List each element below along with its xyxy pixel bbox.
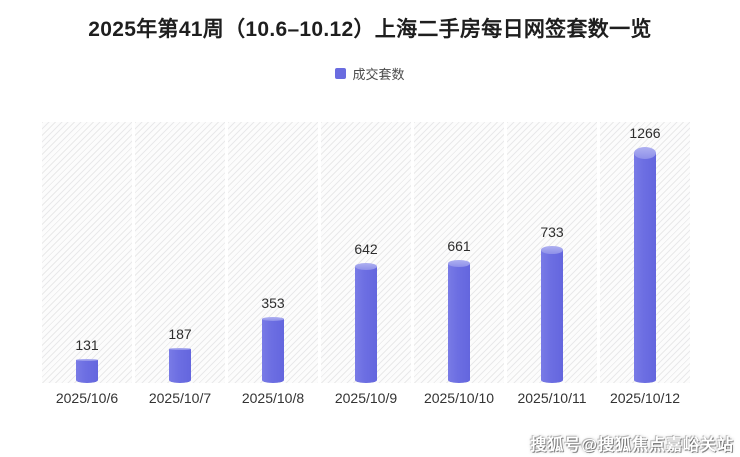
chart-column: 1266 2025/10/12: [600, 122, 690, 406]
bar-body: [448, 263, 470, 383]
chart-column: 353 2025/10/8: [228, 122, 318, 406]
bar-body: [541, 250, 563, 383]
x-axis-label: 2025/10/9: [334, 390, 398, 406]
bar-cap-ellipse: [76, 359, 98, 361]
bar-body: [262, 318, 284, 383]
x-axis-label: 2025/10/7: [148, 390, 212, 406]
bar: [76, 359, 98, 383]
chart-column: 661 2025/10/10: [414, 122, 504, 406]
bar-cap-ellipse: [541, 246, 563, 255]
x-axis-label: 2025/10/8: [241, 390, 305, 406]
bar-body: [634, 153, 656, 383]
bar-body: [169, 349, 191, 383]
x-axis-label: 2025/10/10: [423, 390, 495, 406]
chart-column: 642 2025/10/9: [321, 122, 411, 406]
x-axis-label: 2025/10/11: [517, 390, 587, 406]
watermark: 搜狐号@搜狐焦点嘉峪关站: [530, 437, 734, 454]
bar-value-label: 1266: [629, 125, 661, 141]
bar: [169, 348, 191, 383]
bar-value-label: 642: [354, 241, 378, 257]
bar: [262, 317, 284, 383]
bar: [634, 147, 656, 383]
bar-cap-ellipse: [448, 260, 470, 268]
bar-value-label: 661: [447, 238, 471, 254]
bar-body: [355, 266, 377, 383]
legend-swatch-icon: [335, 68, 347, 79]
bar: [448, 260, 470, 383]
bar-cap-ellipse: [355, 263, 377, 271]
chart-column: 187 2025/10/7: [135, 122, 225, 406]
x-axis-label: 2025/10/12: [609, 390, 681, 406]
legend-label: 成交套数: [352, 67, 405, 82]
plot-area: 131 2025/10/6 187 2025/10/7 353 2025/10/8 642 2…: [42, 122, 690, 406]
bar-value-label: 353: [261, 295, 285, 311]
bar-value-label: 733: [540, 224, 564, 240]
bar-value-label: 131: [75, 337, 99, 353]
bar: [355, 263, 377, 383]
x-axis-label: 2025/10/6: [55, 390, 119, 406]
bar-cap-ellipse: [634, 147, 656, 159]
bar: [541, 246, 563, 383]
chart-column: 131 2025/10/6: [42, 122, 132, 406]
chart-column: 733 2025/10/11: [507, 122, 597, 406]
bar-body: [76, 360, 98, 383]
legend-item[interactable]: 成交套数: [0, 64, 740, 83]
bar-cap-ellipse: [169, 348, 191, 351]
bar-cap-ellipse: [262, 317, 284, 321]
chart-title: 2025年第41周（10.6–10.12）上海二手房每日网签套数一览: [88, 18, 652, 41]
bar-value-label: 187: [168, 326, 192, 342]
